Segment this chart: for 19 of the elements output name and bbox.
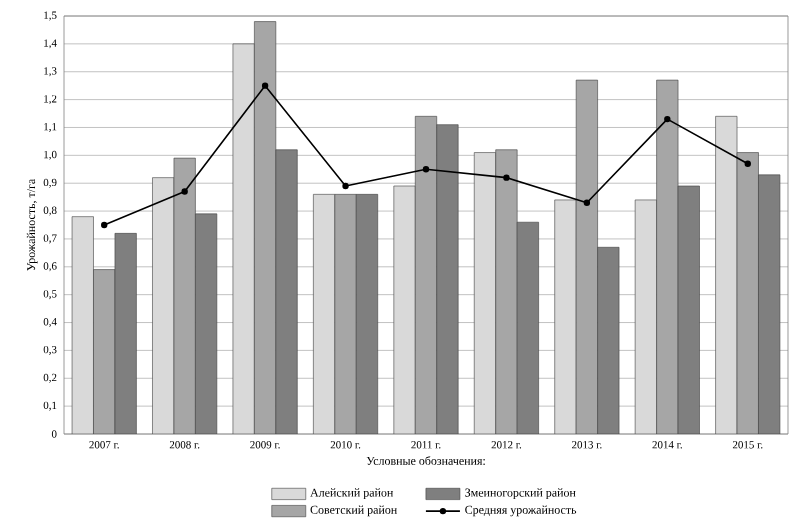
bar <box>71 216 94 434</box>
point <box>181 188 188 195</box>
bar <box>313 194 335 434</box>
point <box>342 182 349 190</box>
point <box>422 166 430 173</box>
bar <box>334 194 357 434</box>
point <box>583 199 591 206</box>
point <box>744 160 751 167</box>
point <box>261 82 269 89</box>
bar <box>634 199 657 434</box>
point <box>664 115 671 123</box>
point <box>101 221 108 229</box>
bar <box>554 199 577 434</box>
point <box>503 174 510 181</box>
bar <box>715 116 738 434</box>
bar <box>232 43 255 434</box>
bar <box>473 152 497 434</box>
bar <box>152 177 175 434</box>
bar <box>393 185 416 434</box>
